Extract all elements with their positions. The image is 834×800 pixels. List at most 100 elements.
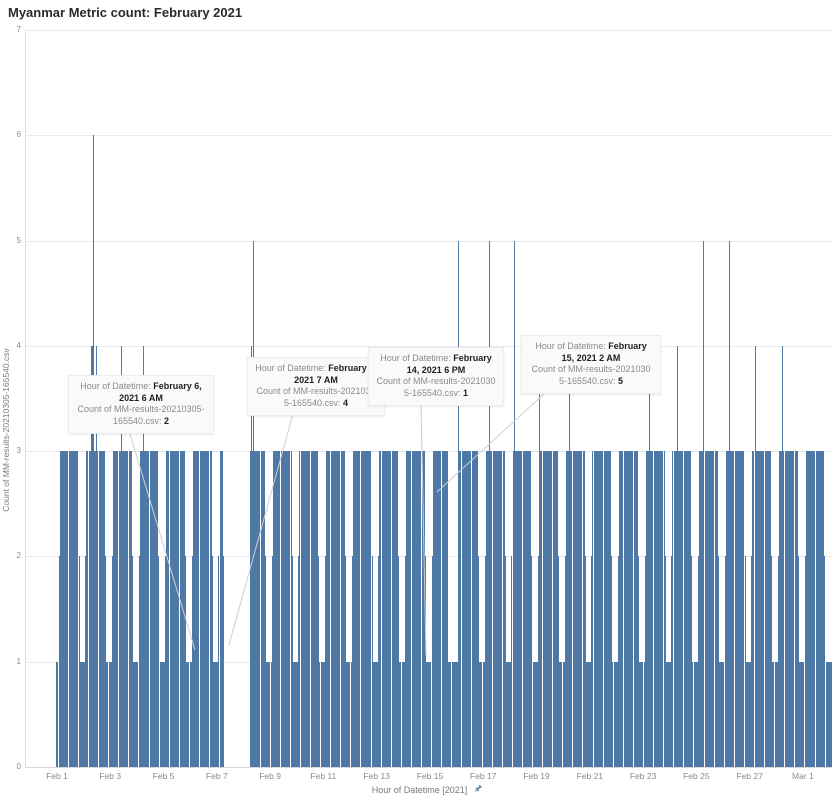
bar[interactable]: [464, 451, 466, 767]
bar[interactable]: [602, 451, 604, 767]
bar[interactable]: [750, 661, 751, 767]
bar[interactable]: [449, 661, 451, 767]
bar[interactable]: [507, 661, 508, 767]
bar[interactable]: [695, 661, 697, 767]
bar[interactable]: [460, 451, 462, 767]
bar[interactable]: [647, 451, 649, 767]
bar[interactable]: [596, 451, 598, 767]
bar[interactable]: [755, 451, 757, 767]
bar[interactable]: [190, 661, 192, 767]
bar[interactable]: [700, 451, 701, 767]
bar[interactable]: [207, 451, 209, 767]
bar[interactable]: [448, 661, 449, 767]
bar[interactable]: [409, 451, 411, 767]
bar[interactable]: [543, 451, 545, 767]
bar[interactable]: [583, 451, 585, 767]
bar[interactable]: [376, 661, 377, 767]
bar[interactable]: [803, 661, 805, 767]
bar[interactable]: [513, 240, 515, 767]
bar[interactable]: [88, 451, 90, 767]
bar[interactable]: [741, 451, 742, 767]
bar[interactable]: [794, 451, 796, 767]
bar[interactable]: [311, 451, 313, 767]
bar[interactable]: [471, 451, 473, 767]
bar[interactable]: [620, 451, 621, 767]
bar[interactable]: [131, 556, 133, 767]
bar[interactable]: [696, 661, 698, 767]
bar[interactable]: [492, 451, 494, 767]
bar[interactable]: [188, 661, 190, 767]
bar[interactable]: [452, 661, 454, 767]
bar[interactable]: [745, 661, 747, 767]
bar[interactable]: [220, 451, 222, 767]
bar[interactable]: [677, 451, 679, 767]
bar[interactable]: [333, 451, 335, 767]
bar[interactable]: [719, 661, 720, 767]
bar[interactable]: [634, 451, 636, 767]
bar[interactable]: [331, 451, 333, 767]
bar[interactable]: [722, 661, 724, 767]
bar[interactable]: [453, 661, 455, 767]
bar[interactable]: [830, 661, 831, 767]
bar[interactable]: [644, 556, 646, 767]
bar[interactable]: [56, 661, 58, 767]
bar[interactable]: [673, 451, 675, 767]
bar[interactable]: [162, 661, 164, 767]
bar[interactable]: [614, 661, 616, 767]
bar[interactable]: [394, 451, 396, 767]
bar[interactable]: [796, 451, 798, 767]
bar[interactable]: [510, 661, 512, 767]
bar[interactable]: [533, 661, 535, 767]
bar[interactable]: [815, 451, 817, 767]
bar[interactable]: [432, 451, 434, 767]
bar[interactable]: [101, 451, 103, 767]
bar[interactable]: [609, 451, 610, 767]
bar[interactable]: [826, 661, 828, 767]
bar[interactable]: [342, 451, 344, 767]
bar[interactable]: [487, 451, 488, 767]
bar[interactable]: [400, 661, 402, 767]
bar[interactable]: [404, 556, 406, 767]
bar[interactable]: [408, 451, 409, 767]
bar[interactable]: [650, 451, 651, 767]
bar[interactable]: [762, 451, 764, 767]
bar[interactable]: [544, 451, 546, 767]
bar[interactable]: [438, 451, 439, 767]
bar[interactable]: [407, 451, 408, 767]
bar[interactable]: [628, 451, 629, 767]
bar[interactable]: [379, 451, 381, 767]
bar[interactable]: [417, 451, 418, 767]
bar[interactable]: [160, 661, 162, 767]
bar[interactable]: [831, 661, 832, 767]
bar[interactable]: [411, 451, 413, 767]
bar[interactable]: [330, 451, 332, 767]
bar[interactable]: [387, 451, 388, 767]
bar[interactable]: [704, 451, 706, 767]
bar[interactable]: [374, 661, 376, 767]
bar[interactable]: [116, 451, 118, 767]
bar[interactable]: [742, 451, 744, 767]
bar[interactable]: [505, 661, 507, 767]
bar[interactable]: [213, 661, 215, 767]
bar[interactable]: [212, 661, 214, 767]
bar[interactable]: [520, 451, 522, 767]
bar[interactable]: [825, 661, 827, 767]
bar[interactable]: [134, 661, 135, 767]
bar[interactable]: [798, 661, 800, 767]
bar[interactable]: [97, 451, 99, 767]
bar[interactable]: [773, 661, 775, 767]
bar[interactable]: [164, 661, 165, 767]
bar[interactable]: [787, 451, 789, 767]
bar[interactable]: [200, 451, 202, 767]
bar[interactable]: [757, 451, 759, 767]
bar[interactable]: [433, 451, 435, 767]
bar[interactable]: [807, 451, 809, 767]
bar[interactable]: [463, 451, 465, 767]
bar[interactable]: [778, 451, 780, 767]
bar[interactable]: [185, 556, 186, 767]
bar[interactable]: [347, 661, 348, 767]
bar[interactable]: [117, 451, 119, 767]
bar[interactable]: [96, 345, 98, 767]
bar[interactable]: [790, 451, 791, 767]
bar[interactable]: [804, 556, 806, 767]
